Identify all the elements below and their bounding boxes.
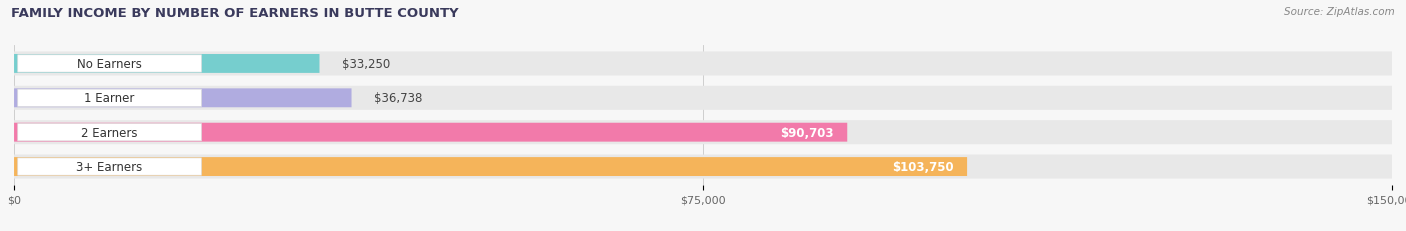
FancyBboxPatch shape [14,155,1392,179]
FancyBboxPatch shape [14,89,352,108]
Text: Source: ZipAtlas.com: Source: ZipAtlas.com [1284,7,1395,17]
FancyBboxPatch shape [18,158,201,176]
FancyBboxPatch shape [14,52,1392,76]
FancyBboxPatch shape [14,86,1392,110]
FancyBboxPatch shape [18,55,201,73]
Text: $36,738: $36,738 [374,92,423,105]
Text: No Earners: No Earners [77,58,142,71]
Text: $90,703: $90,703 [780,126,834,139]
Text: 3+ Earners: 3+ Earners [76,160,143,173]
Text: FAMILY INCOME BY NUMBER OF EARNERS IN BUTTE COUNTY: FAMILY INCOME BY NUMBER OF EARNERS IN BU… [11,7,458,20]
Text: 2 Earners: 2 Earners [82,126,138,139]
FancyBboxPatch shape [18,124,201,141]
FancyBboxPatch shape [14,55,319,74]
Text: $33,250: $33,250 [343,58,391,71]
Text: 1 Earner: 1 Earner [84,92,135,105]
FancyBboxPatch shape [14,121,1392,145]
Text: $103,750: $103,750 [891,160,953,173]
FancyBboxPatch shape [14,157,967,176]
FancyBboxPatch shape [14,123,848,142]
FancyBboxPatch shape [18,90,201,107]
